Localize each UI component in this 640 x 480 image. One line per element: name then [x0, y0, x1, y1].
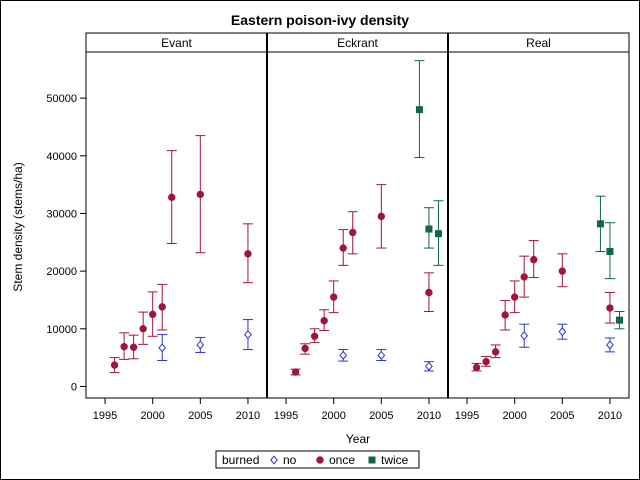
data-point-eckrant-once-2001 [339, 244, 347, 252]
data-point-eckrant-once-2000 [329, 293, 338, 301]
data-point-real-once-1997 [482, 357, 490, 366]
y-tick-label-20000: 20000 [46, 266, 77, 278]
panel-plot-evant [85, 51, 268, 399]
legend-label-no: no [283, 453, 297, 467]
legend: burned no once twice [215, 450, 420, 469]
data-point-real-once-1996 [472, 363, 481, 372]
data-point-eckrant-once-2005 [377, 212, 386, 221]
series-real-no [519, 323, 615, 353]
data-point-evant-once-2000 [148, 310, 157, 319]
data-point-eckrant-once-1998 [310, 332, 319, 340]
chart-title: Eastern poison-ivy density [231, 12, 409, 28]
legend-label-twice: twice [381, 453, 409, 467]
series-real-twice [595, 195, 625, 330]
data-point-eckrant-no-2005 [377, 350, 386, 360]
data-point-evant-once-2001 [158, 303, 166, 311]
data-point-eckrant-once-1996 [291, 368, 300, 376]
x-tick-label-eckrant-1995: 1995 [274, 410, 298, 422]
x-tick-label-real-2010: 2010 [598, 410, 622, 422]
panel-label-evant: Evant [161, 36, 192, 50]
data-point-real-no-2010 [606, 340, 614, 350]
data-point-real-once-2010 [606, 304, 614, 312]
y-tick-label-50000: 50000 [46, 93, 77, 105]
x-tick-label-evant-1995: 1995 [93, 410, 117, 422]
series-eckrant-twice [414, 60, 444, 266]
y-tick-label-30000: 30000 [46, 208, 77, 220]
series-eckrant-once [290, 184, 434, 376]
data-point-real-twice-2009 [596, 220, 604, 228]
y-axis-title: Stem density (stems/ha) [11, 162, 25, 291]
x-tick-label-eckrant-2005: 2005 [369, 410, 393, 422]
data-point-evant-no-2010 [244, 329, 252, 340]
series-real-once [471, 240, 615, 372]
data-point-eckrant-twice-2010 [425, 225, 433, 233]
data-point-real-twice-2010 [606, 248, 614, 256]
panel-label-eckrant: Eckrant [337, 36, 378, 50]
data-point-eckrant-no-2001 [339, 350, 348, 360]
x-tick-label-real-2000: 2000 [502, 410, 526, 422]
data-point-real-twice-2011 [615, 316, 623, 324]
y-tick-label-10000: 10000 [46, 324, 77, 336]
data-point-evant-once-2002 [168, 193, 176, 202]
panel-label-real: Real [526, 36, 551, 50]
data-point-evant-once-1997 [120, 342, 128, 351]
data-point-real-once-2001 [520, 273, 528, 281]
legend-title: burned [222, 453, 259, 467]
y-axis: 0 10000 20000 30000 40000 50000 [46, 93, 86, 393]
data-point-eckrant-twice-2009 [415, 106, 423, 114]
legend-marker-no [270, 455, 278, 465]
panel-group: Evant 1995 2000 2005 2010 Eckrant 1995 2000 2005… [85, 32, 630, 422]
x-tick-label-evant-2000: 2000 [140, 410, 164, 422]
data-point-evant-once-1999 [139, 325, 147, 333]
data-point-real-once-1998 [491, 348, 500, 356]
data-point-evant-once-1998 [129, 343, 138, 351]
data-point-real-no-2001 [520, 331, 529, 341]
x-tick-label-evant-2005: 2005 [188, 410, 212, 422]
legend-marker-twice [368, 456, 376, 464]
x-tick-label-evant-2010: 2010 [236, 410, 260, 422]
legend-marker-once [316, 456, 324, 464]
y-tick-label-0: 0 [71, 381, 77, 393]
x-tick-label-eckrant-2010: 2010 [417, 410, 441, 422]
data-point-evant-once-2010 [244, 250, 252, 258]
x-tick-label-real-2005: 2005 [550, 410, 574, 422]
data-point-eckrant-once-2010 [425, 288, 433, 297]
data-point-eckrant-once-1999 [320, 317, 328, 325]
data-point-real-once-2005 [558, 267, 567, 275]
x-tick-label-real-1995: 1995 [455, 410, 479, 422]
data-point-evant-once-1996 [110, 361, 119, 369]
data-point-eckrant-once-1997 [301, 344, 309, 353]
x-tick-label-eckrant-2000: 2000 [321, 410, 345, 422]
y-tick-label-40000: 40000 [46, 151, 77, 163]
x-axis-title: Year [346, 432, 370, 446]
series-evant-once [109, 135, 253, 374]
data-point-real-once-1999 [501, 311, 509, 319]
data-point-eckrant-twice-2011 [434, 230, 442, 238]
panel-real: Real 1995 2000 2005 2010 [447, 32, 630, 422]
legend-label-once: once [329, 453, 355, 467]
data-point-real-no-2005 [558, 327, 567, 337]
data-point-eckrant-no-2010 [425, 361, 433, 371]
panel-plot-eckrant [266, 51, 449, 399]
series-evant-no [157, 319, 253, 362]
data-point-evant-no-2001 [158, 343, 167, 353]
data-point-real-once-2002 [530, 255, 538, 264]
data-point-real-once-2000 [510, 293, 519, 301]
data-point-evant-once-2005 [196, 190, 205, 199]
data-point-evant-no-2005 [196, 340, 205, 350]
panel-evant: Evant 1995 2000 2005 2010 [85, 32, 268, 422]
series-eckrant-no [338, 349, 434, 372]
panel-eckrant: Eckrant 1995 2000 2005 2010 [266, 32, 449, 422]
data-point-eckrant-once-2002 [349, 228, 357, 237]
